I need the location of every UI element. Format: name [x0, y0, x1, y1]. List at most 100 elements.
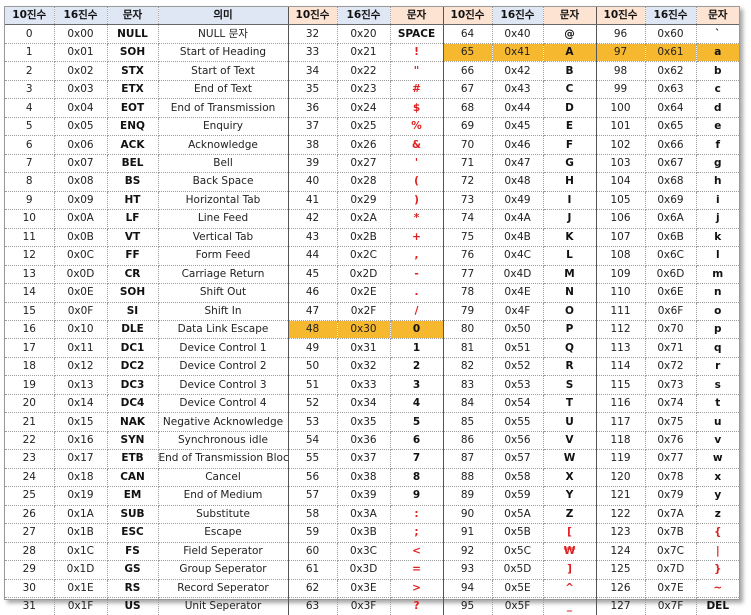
hex-cell: 0x10 — [54, 320, 107, 338]
dec-cell: 39 — [288, 154, 337, 172]
dec-cell: 65 — [443, 43, 492, 61]
char-cell: D — [543, 99, 596, 117]
dec-cell: 108 — [596, 247, 645, 265]
hex-cell: 0x6D — [645, 265, 696, 283]
hex-cell: 0x4D — [492, 265, 543, 283]
dec-cell: 106 — [596, 210, 645, 228]
dec-cell: 1 — [5, 43, 54, 61]
char-cell: e — [696, 117, 739, 135]
char-cell: 6 — [390, 431, 443, 449]
dec-cell: 117 — [596, 413, 645, 431]
char-cell: d — [696, 99, 739, 117]
meaning-cell: Data Link Escape — [158, 320, 288, 338]
hex-cell: 0x38 — [337, 468, 390, 486]
dec-cell: 127 — [596, 598, 645, 615]
hex-cell: 0x69 — [645, 191, 696, 209]
header-dec: 10진수 — [5, 7, 54, 25]
char-cell: J — [543, 210, 596, 228]
hex-cell: 0x1E — [54, 579, 107, 597]
hex-cell: 0x0D — [54, 265, 107, 283]
dec-cell: 71 — [443, 154, 492, 172]
char-cell: U — [543, 413, 596, 431]
dec-cell: 67 — [443, 80, 492, 98]
char-cell: A — [543, 43, 596, 61]
hex-cell: 0x75 — [645, 413, 696, 431]
hex-cell: 0x57 — [492, 450, 543, 468]
hex-cell: 0x05 — [54, 117, 107, 135]
hex-cell: 0x2A — [337, 210, 390, 228]
meaning-cell: Unit Seperator — [158, 598, 288, 615]
hex-cell: 0x70 — [645, 320, 696, 338]
char-cell: SYN — [107, 431, 158, 449]
hex-cell: 0x58 — [492, 468, 543, 486]
hex-cell: 0x5E — [492, 579, 543, 597]
dec-cell: 64 — [443, 25, 492, 43]
char-cell: S — [543, 376, 596, 394]
char-cell: | — [696, 542, 739, 560]
hex-cell: 0x48 — [492, 173, 543, 191]
dec-cell: 41 — [288, 191, 337, 209]
char-cell: DEL — [696, 598, 739, 615]
char-cell: H — [543, 173, 596, 191]
char-cell: . — [390, 284, 443, 302]
dec-cell: 97 — [596, 43, 645, 61]
hex-cell: 0x3B — [337, 524, 390, 542]
hex-cell: 0x77 — [645, 450, 696, 468]
hex-cell: 0x01 — [54, 43, 107, 61]
char-cell: O — [543, 302, 596, 320]
char-cell: f — [696, 136, 739, 154]
dec-cell: 11 — [5, 228, 54, 246]
dec-cell: 101 — [596, 117, 645, 135]
char-cell: > — [390, 579, 443, 597]
dec-cell: 9 — [5, 191, 54, 209]
char-cell: ) — [390, 191, 443, 209]
hex-cell: 0x7A — [645, 505, 696, 523]
meaning-cell: Bell — [158, 154, 288, 172]
dec-cell: 123 — [596, 524, 645, 542]
dec-cell: 109 — [596, 265, 645, 283]
char-cell: CAN — [107, 468, 158, 486]
hex-cell: 0x35 — [337, 413, 390, 431]
meaning-cell: Line Feed — [158, 210, 288, 228]
hex-cell: 0x26 — [337, 136, 390, 154]
char-cell: SI — [107, 302, 158, 320]
char-cell: = — [390, 561, 443, 579]
hex-cell: 0x29 — [337, 191, 390, 209]
dec-cell: 61 — [288, 561, 337, 579]
char-cell: / — [390, 302, 443, 320]
char-cell: 3 — [390, 376, 443, 394]
dec-cell: 69 — [443, 117, 492, 135]
char-cell: m — [696, 265, 739, 283]
hex-cell: 0x50 — [492, 320, 543, 338]
dec-cell: 43 — [288, 228, 337, 246]
dec-cell: 18 — [5, 357, 54, 375]
char-cell: EOT — [107, 99, 158, 117]
hex-cell: 0x3A — [337, 505, 390, 523]
char-cell: M — [543, 265, 596, 283]
header-hex: 16진수 — [645, 7, 696, 25]
char-cell: X — [543, 468, 596, 486]
char-cell: DC2 — [107, 357, 158, 375]
hex-cell: 0x0B — [54, 228, 107, 246]
dec-cell: 6 — [5, 136, 54, 154]
hex-cell: 0x3C — [337, 542, 390, 560]
dec-cell: 31 — [5, 598, 54, 615]
char-cell: # — [390, 80, 443, 98]
dec-cell: 90 — [443, 505, 492, 523]
meaning-cell: Shift Out — [158, 284, 288, 302]
hex-cell: 0x2C — [337, 247, 390, 265]
hex-cell: 0x3E — [337, 579, 390, 597]
dec-cell: 104 — [596, 173, 645, 191]
meaning-cell: Acknowledge — [158, 136, 288, 154]
meaning-cell: Vertical Tab — [158, 228, 288, 246]
char-cell: y — [696, 487, 739, 505]
